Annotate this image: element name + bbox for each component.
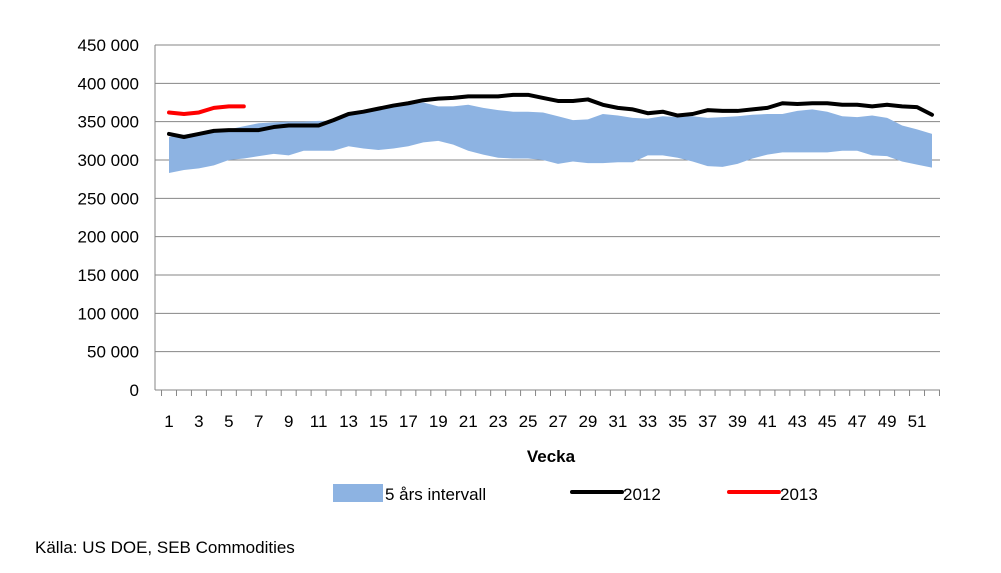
y-tick-label: 300 000 xyxy=(78,151,139,170)
x-tick-label: 5 xyxy=(224,412,233,431)
x-tick-label: 3 xyxy=(194,412,203,431)
y-tick-labels: 0 50 000 100 000 150 000 200 000 250 000 300 0… xyxy=(78,36,139,400)
y-tick-label: 350 000 xyxy=(78,113,139,132)
source-note: Källa: US DOE, SEB Commodities xyxy=(35,538,295,557)
y-tick-label: 250 000 xyxy=(78,189,139,208)
x-tick-label: 13 xyxy=(339,412,358,431)
x-tick-label: 15 xyxy=(369,412,388,431)
legend-label-2013: 2013 xyxy=(780,485,818,504)
y-tick-label: 400 000 xyxy=(78,74,139,93)
legend-swatch-band xyxy=(333,484,383,502)
x-tick-label: 41 xyxy=(758,412,777,431)
legend: 5 års intervall 2012 2013 xyxy=(333,484,818,504)
series-lines-layer xyxy=(167,92,934,139)
x-tick-label: 19 xyxy=(429,412,448,431)
x-tick-label: 25 xyxy=(519,412,538,431)
x-tick-labels: 1 3 5 7 9 11 13 15 17 19 21 23 25 27 29 31 33 35 37 39 41 43 4… xyxy=(164,412,926,431)
x-tick-label: 49 xyxy=(878,412,897,431)
legend-label-band: 5 års intervall xyxy=(385,485,486,504)
x-tick-label: 31 xyxy=(608,412,627,431)
x-tick-label: 27 xyxy=(549,412,568,431)
x-tick-label: 23 xyxy=(489,412,508,431)
x-tick-label: 39 xyxy=(728,412,747,431)
x-tick-label: 47 xyxy=(848,412,867,431)
series-line-2012 xyxy=(167,92,934,139)
axes xyxy=(154,45,940,396)
x-tick-label: 21 xyxy=(459,412,478,431)
y-tick-label: 150 000 xyxy=(78,266,139,285)
x-axis-label: Vecka xyxy=(527,447,576,466)
band-area-5yr xyxy=(169,102,932,174)
x-tick-label: 29 xyxy=(578,412,597,431)
y-tick-label: 450 000 xyxy=(78,36,139,55)
gridlines xyxy=(155,44,940,353)
x-tick-label: 11 xyxy=(310,412,328,431)
x-tick-label: 33 xyxy=(638,412,657,431)
y-tick-label: 200 000 xyxy=(78,228,139,247)
x-tick-label: 45 xyxy=(818,412,837,431)
band-area-layer xyxy=(169,102,932,174)
x-tick-label: 37 xyxy=(698,412,717,431)
x-tick-label: 1 xyxy=(164,412,173,431)
x-tick-label: 43 xyxy=(788,412,807,431)
x-tick-label: 51 xyxy=(908,412,927,431)
x-tick-label: 35 xyxy=(668,412,687,431)
x-tick-label: 9 xyxy=(284,412,293,431)
x-tick-label: 17 xyxy=(399,412,418,431)
y-tick-label: 0 xyxy=(130,381,139,400)
legend-label-2012: 2012 xyxy=(623,485,661,504)
y-tick-label: 50 000 xyxy=(87,343,139,362)
x-tick-label: 7 xyxy=(254,412,263,431)
series-line-2013 xyxy=(167,104,246,116)
y-tick-label: 100 000 xyxy=(78,304,139,323)
